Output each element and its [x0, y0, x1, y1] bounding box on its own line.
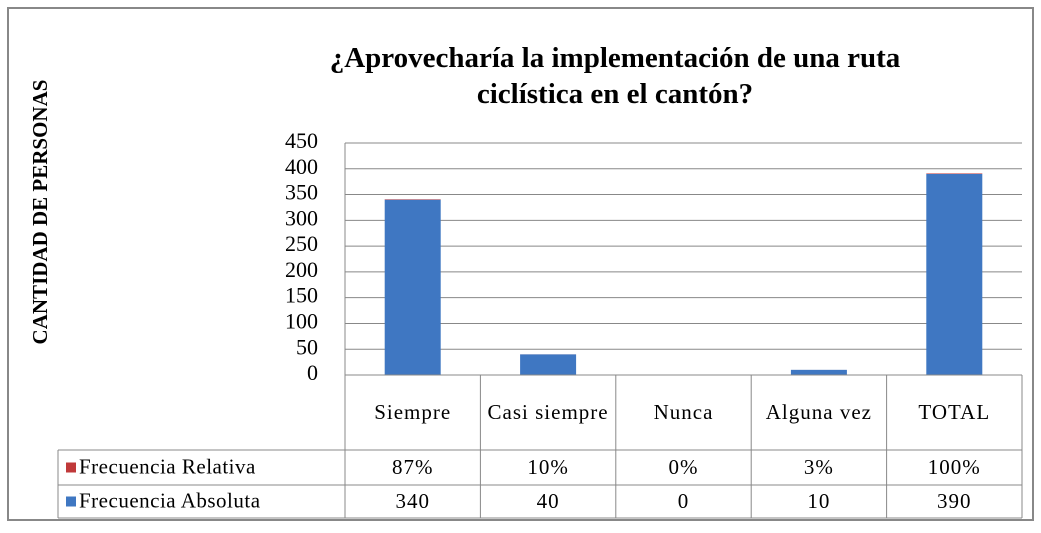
y-tick-label: 400	[285, 154, 318, 179]
table-value: 87%	[345, 450, 480, 485]
table-value-box: 10%	[480, 450, 615, 485]
table-value-box: 340	[345, 485, 480, 518]
legend-label: Frecuencia Absoluta	[79, 488, 261, 512]
table-value-box: 3%	[751, 450, 886, 485]
y-tick-label: 0	[307, 360, 318, 385]
table-value: 10	[751, 485, 886, 518]
x-tick-label-box: Nunca	[620, 375, 747, 450]
x-tick-label: Nunca	[620, 375, 747, 450]
y-tick-label: 250	[285, 231, 318, 256]
table-value-box: 87%	[345, 450, 480, 485]
table-value-box: 0%	[616, 450, 751, 485]
table-value: 340	[345, 485, 480, 518]
table-value: 0%	[616, 450, 751, 485]
y-tick-label: 150	[285, 283, 318, 308]
table-value: 10%	[480, 450, 615, 485]
table-value: 3%	[751, 450, 886, 485]
y-tick-label: 200	[285, 257, 318, 282]
bar-segment	[926, 173, 982, 174]
table-value: 390	[887, 485, 1022, 518]
table-value: 40	[480, 485, 615, 518]
y-tick-label: 300	[285, 205, 318, 230]
legend-label: Frecuencia Relativa	[79, 454, 256, 478]
table-value: 0	[616, 485, 751, 518]
table-value-box: 390	[887, 485, 1022, 518]
bar-segment	[926, 174, 982, 375]
title-box: ¿Aprovecharía la implementación de una r…	[250, 40, 980, 130]
x-tick-label-box: Siempre	[349, 375, 476, 450]
y-tick-label: 100	[285, 308, 318, 333]
legend-swatch	[66, 463, 76, 473]
y-axis-title: CANTIDAD DE PERSONAS	[28, 80, 52, 345]
x-tick-label: Alguna vez	[755, 375, 882, 450]
x-tick-label-box: Alguna vez	[755, 375, 882, 450]
x-tick-label-box: TOTAL	[891, 375, 1018, 450]
y-tick-label: 450	[285, 128, 318, 153]
y-tick-label: 50	[296, 334, 318, 359]
x-tick-label-box: Casi siempre	[484, 375, 611, 450]
table-value: 100%	[887, 450, 1022, 485]
table-value-box: 40	[480, 485, 615, 518]
chart-title: ¿Aprovecharía la implementación de una r…	[250, 40, 980, 112]
y-tick-label: 350	[285, 180, 318, 205]
table-value-box: 100%	[887, 450, 1022, 485]
legend-swatch	[66, 497, 76, 507]
bar-segment	[385, 200, 441, 375]
table-value-box: 10	[751, 485, 886, 518]
x-tick-label: Casi siempre	[484, 375, 611, 450]
bar-segment	[520, 354, 576, 375]
table-value-box: 0	[616, 485, 751, 518]
x-tick-label: TOTAL	[891, 375, 1018, 450]
x-tick-label: Siempre	[349, 375, 476, 450]
